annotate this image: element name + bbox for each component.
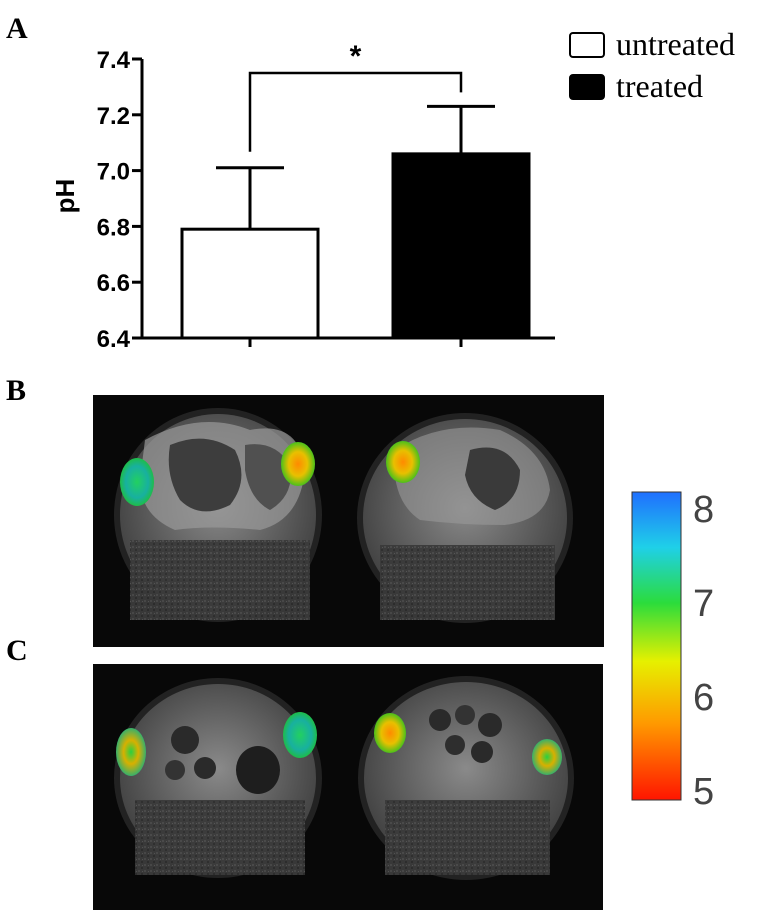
significance-bracket: * — [248, 40, 463, 152]
tumor-roi-c1 — [116, 728, 146, 776]
ph-colorbar: 8 7 6 5 — [631, 489, 714, 813]
y-tick-label: 7.2 — [97, 103, 130, 130]
bar-treated — [391, 152, 531, 340]
mri-image-b — [93, 395, 604, 647]
tumor-roi-b1 — [120, 458, 154, 506]
mri-section-b-left — [114, 408, 322, 622]
bars — [180, 104, 531, 347]
mri-section-c-right — [358, 676, 574, 880]
y-tick-label: 7.4 — [97, 47, 131, 74]
legend: untreated treated — [569, 26, 735, 104]
y-axis-ticks: 6.4 6.6 6.8 7.0 7.2 7.4 — [97, 47, 142, 353]
colorbar-label: 5 — [693, 771, 714, 813]
significance-marker: * — [350, 40, 362, 73]
bar-untreated — [180, 227, 320, 340]
y-axis-label: pH — [50, 179, 80, 214]
colorbar-label: 7 — [693, 583, 714, 625]
y-tick-label: 6.6 — [97, 270, 130, 297]
colorbar-label: 6 — [693, 677, 714, 719]
tumor-roi-b2 — [281, 442, 315, 486]
y-tick-label: 7.0 — [97, 159, 130, 186]
y-tick-label: 6.8 — [97, 214, 130, 241]
tumor-roi-c3 — [374, 713, 406, 753]
tumor-roi-b3 — [386, 441, 420, 483]
colorbar-ticks: 8 7 6 5 — [693, 489, 714, 813]
panel-b-label: B — [6, 374, 26, 407]
tumor-roi-c2 — [283, 712, 317, 758]
legend-swatch-treated — [569, 74, 605, 100]
tumor-roi-c4 — [532, 739, 562, 775]
panel-c-label: C — [6, 634, 28, 667]
panel-a-label: A — [6, 12, 28, 45]
legend-swatch-untreated — [569, 32, 605, 58]
legend-label-treated: treated — [616, 68, 703, 104]
bar-chart: pH 6.4 6.6 6.8 7.0 7.2 7.4 * untreated treated — [50, 26, 735, 353]
mri-image-c — [93, 664, 603, 910]
y-tick-label: 6.4 — [97, 326, 131, 353]
mri-section-c-left — [114, 678, 322, 878]
bracket-line — [248, 71, 463, 152]
mri-section-b-right — [357, 413, 573, 623]
legend-label-untreated: untreated — [616, 26, 735, 62]
colorbar-label: 8 — [693, 489, 714, 531]
